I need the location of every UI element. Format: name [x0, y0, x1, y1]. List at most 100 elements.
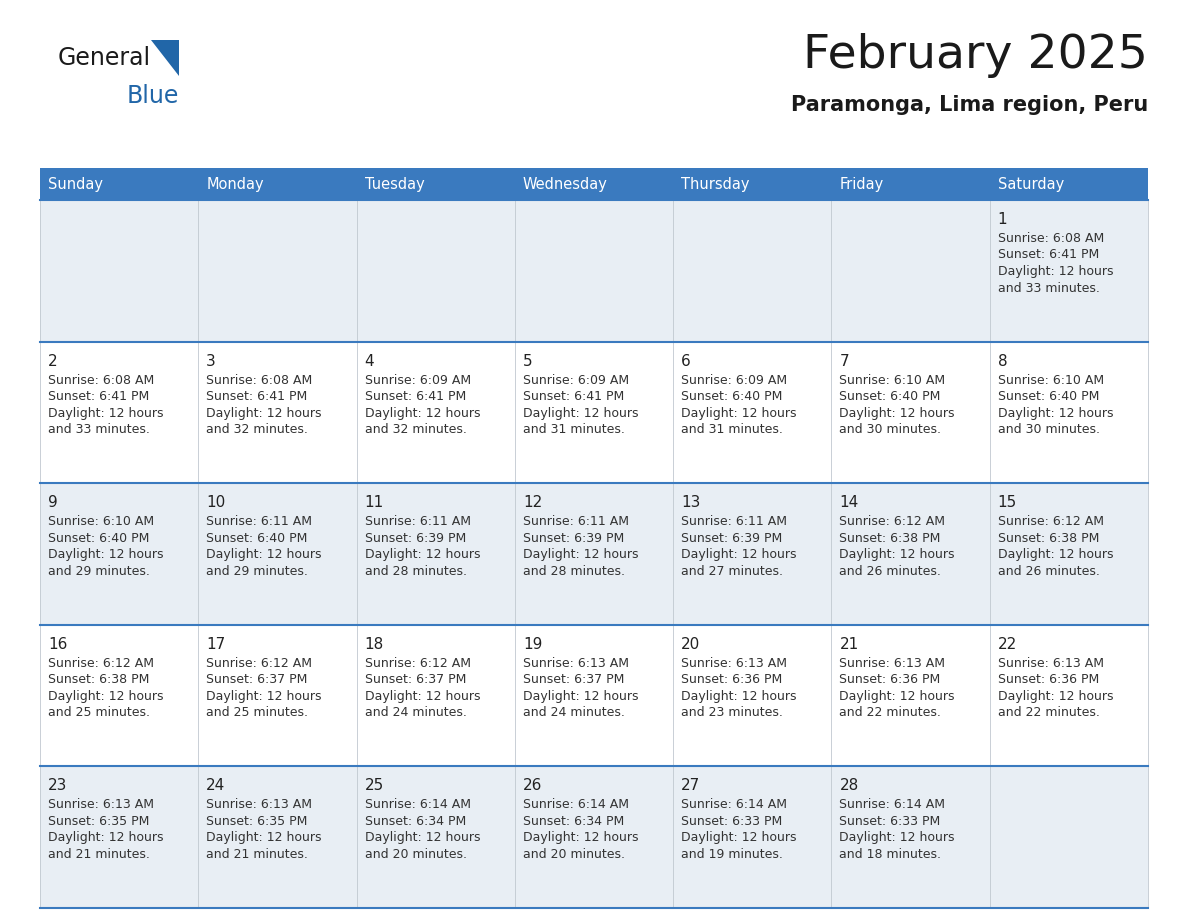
Text: Daylight: 12 hours: Daylight: 12 hours: [207, 407, 322, 420]
Text: Sunrise: 6:08 AM: Sunrise: 6:08 AM: [207, 374, 312, 386]
Text: Sunset: 6:41 PM: Sunset: 6:41 PM: [48, 390, 150, 403]
Text: Sunday: Sunday: [48, 176, 103, 192]
Text: Daylight: 12 hours: Daylight: 12 hours: [840, 548, 955, 561]
Text: Daylight: 12 hours: Daylight: 12 hours: [998, 407, 1113, 420]
Text: Sunrise: 6:10 AM: Sunrise: 6:10 AM: [840, 374, 946, 386]
Text: 19: 19: [523, 637, 542, 652]
Bar: [832, 168, 990, 200]
Polygon shape: [151, 40, 179, 76]
Text: Sunset: 6:37 PM: Sunset: 6:37 PM: [523, 673, 624, 687]
Text: and 20 minutes.: and 20 minutes.: [523, 848, 625, 861]
Bar: [832, 200, 990, 341]
Text: Sunset: 6:40 PM: Sunset: 6:40 PM: [840, 390, 941, 403]
Text: Sunrise: 6:12 AM: Sunrise: 6:12 AM: [207, 656, 312, 670]
Bar: [40, 625, 198, 767]
Text: and 32 minutes.: and 32 minutes.: [207, 423, 308, 436]
Bar: [198, 200, 356, 341]
Text: Tuesday: Tuesday: [365, 176, 424, 192]
Text: and 27 minutes.: and 27 minutes.: [681, 565, 783, 577]
Text: Sunset: 6:41 PM: Sunset: 6:41 PM: [365, 390, 466, 403]
Text: Blue: Blue: [127, 84, 179, 108]
Text: Sunrise: 6:12 AM: Sunrise: 6:12 AM: [998, 515, 1104, 528]
Text: Sunset: 6:41 PM: Sunset: 6:41 PM: [207, 390, 308, 403]
Text: 27: 27: [681, 778, 701, 793]
Text: Daylight: 12 hours: Daylight: 12 hours: [523, 689, 638, 703]
Bar: [514, 200, 674, 341]
Text: Daylight: 12 hours: Daylight: 12 hours: [523, 548, 638, 561]
Text: Daylight: 12 hours: Daylight: 12 hours: [48, 832, 164, 845]
Text: Sunset: 6:38 PM: Sunset: 6:38 PM: [998, 532, 1099, 544]
Text: Paramonga, Lima region, Peru: Paramonga, Lima region, Peru: [791, 95, 1148, 115]
Bar: [674, 200, 832, 341]
Text: Sunrise: 6:13 AM: Sunrise: 6:13 AM: [207, 799, 312, 812]
Bar: [832, 767, 990, 908]
Text: Sunset: 6:39 PM: Sunset: 6:39 PM: [681, 532, 783, 544]
Text: Monday: Monday: [207, 176, 264, 192]
Text: Sunrise: 6:13 AM: Sunrise: 6:13 AM: [523, 656, 628, 670]
Bar: [356, 341, 514, 483]
Bar: [990, 767, 1148, 908]
Text: Daylight: 12 hours: Daylight: 12 hours: [207, 689, 322, 703]
Text: Sunrise: 6:12 AM: Sunrise: 6:12 AM: [48, 656, 154, 670]
Text: Sunset: 6:39 PM: Sunset: 6:39 PM: [523, 532, 624, 544]
Text: Sunset: 6:40 PM: Sunset: 6:40 PM: [998, 390, 1099, 403]
Text: 3: 3: [207, 353, 216, 369]
Text: and 29 minutes.: and 29 minutes.: [48, 565, 150, 577]
Bar: [832, 483, 990, 625]
Text: February 2025: February 2025: [803, 32, 1148, 77]
Bar: [990, 625, 1148, 767]
Bar: [674, 625, 832, 767]
Bar: [40, 767, 198, 908]
Text: Wednesday: Wednesday: [523, 176, 608, 192]
Bar: [356, 168, 514, 200]
Text: Sunrise: 6:11 AM: Sunrise: 6:11 AM: [681, 515, 788, 528]
Bar: [356, 767, 514, 908]
Text: Daylight: 12 hours: Daylight: 12 hours: [523, 407, 638, 420]
Text: Daylight: 12 hours: Daylight: 12 hours: [48, 407, 164, 420]
Text: Daylight: 12 hours: Daylight: 12 hours: [681, 407, 797, 420]
Text: Daylight: 12 hours: Daylight: 12 hours: [681, 689, 797, 703]
Text: Saturday: Saturday: [998, 176, 1064, 192]
Text: 14: 14: [840, 495, 859, 510]
Text: Sunrise: 6:10 AM: Sunrise: 6:10 AM: [48, 515, 154, 528]
Text: Thursday: Thursday: [681, 176, 750, 192]
Bar: [674, 168, 832, 200]
Text: 5: 5: [523, 353, 532, 369]
Text: Sunset: 6:39 PM: Sunset: 6:39 PM: [365, 532, 466, 544]
Text: Sunset: 6:41 PM: Sunset: 6:41 PM: [998, 249, 1099, 262]
Text: and 21 minutes.: and 21 minutes.: [48, 848, 150, 861]
Text: Sunset: 6:35 PM: Sunset: 6:35 PM: [48, 815, 150, 828]
Text: Daylight: 12 hours: Daylight: 12 hours: [365, 548, 480, 561]
Text: 23: 23: [48, 778, 68, 793]
Text: Daylight: 12 hours: Daylight: 12 hours: [681, 832, 797, 845]
Text: and 31 minutes.: and 31 minutes.: [681, 423, 783, 436]
Text: and 26 minutes.: and 26 minutes.: [998, 565, 1100, 577]
Text: 16: 16: [48, 637, 68, 652]
Bar: [832, 625, 990, 767]
Text: 21: 21: [840, 637, 859, 652]
Text: Sunset: 6:35 PM: Sunset: 6:35 PM: [207, 815, 308, 828]
Bar: [514, 767, 674, 908]
Text: Sunset: 6:40 PM: Sunset: 6:40 PM: [207, 532, 308, 544]
Text: and 25 minutes.: and 25 minutes.: [207, 706, 308, 720]
Bar: [198, 767, 356, 908]
Text: Sunrise: 6:10 AM: Sunrise: 6:10 AM: [998, 374, 1104, 386]
Text: and 29 minutes.: and 29 minutes.: [207, 565, 308, 577]
Text: 4: 4: [365, 353, 374, 369]
Text: 20: 20: [681, 637, 701, 652]
Text: and 24 minutes.: and 24 minutes.: [523, 706, 625, 720]
Bar: [674, 767, 832, 908]
Text: and 19 minutes.: and 19 minutes.: [681, 848, 783, 861]
Bar: [674, 483, 832, 625]
Text: Sunrise: 6:13 AM: Sunrise: 6:13 AM: [998, 656, 1104, 670]
Text: Sunset: 6:40 PM: Sunset: 6:40 PM: [48, 532, 150, 544]
Text: 24: 24: [207, 778, 226, 793]
Text: Sunrise: 6:09 AM: Sunrise: 6:09 AM: [681, 374, 788, 386]
Text: and 24 minutes.: and 24 minutes.: [365, 706, 467, 720]
Text: 8: 8: [998, 353, 1007, 369]
Text: Sunrise: 6:13 AM: Sunrise: 6:13 AM: [681, 656, 788, 670]
Text: Sunset: 6:37 PM: Sunset: 6:37 PM: [207, 673, 308, 687]
Text: Sunset: 6:34 PM: Sunset: 6:34 PM: [365, 815, 466, 828]
Text: Sunrise: 6:14 AM: Sunrise: 6:14 AM: [365, 799, 470, 812]
Bar: [990, 341, 1148, 483]
